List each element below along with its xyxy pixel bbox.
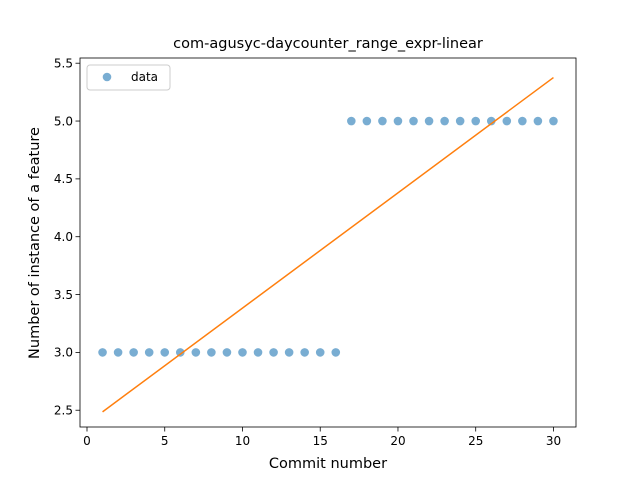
data-point bbox=[455, 116, 465, 126]
x-tick-label: 0 bbox=[83, 434, 91, 448]
x-axis-label: Commit number bbox=[269, 456, 387, 472]
x-tick-label: 25 bbox=[468, 434, 483, 448]
data-point bbox=[378, 116, 387, 126]
data-point bbox=[362, 116, 372, 126]
plot-area bbox=[80, 58, 576, 427]
data-point bbox=[331, 348, 341, 357]
data-point bbox=[533, 116, 543, 126]
data-point bbox=[144, 348, 154, 357]
x-tick-label: 20 bbox=[390, 434, 405, 448]
axes-frame bbox=[79, 57, 577, 428]
data-point bbox=[284, 348, 294, 357]
data-layer bbox=[98, 76, 558, 413]
data-point bbox=[238, 348, 247, 357]
data-point bbox=[393, 116, 403, 126]
data-point bbox=[347, 116, 356, 126]
data-point bbox=[440, 116, 449, 126]
x-tick-label: 5 bbox=[161, 434, 169, 448]
y-tick-label: 5.5 bbox=[54, 57, 73, 71]
data-point bbox=[207, 348, 216, 357]
x-tick-label: 15 bbox=[313, 434, 328, 448]
data-point bbox=[502, 116, 512, 126]
plot-background bbox=[80, 58, 576, 427]
data-point bbox=[191, 348, 201, 357]
chart-title: com-agusyc-daycounter_range_expr-linear bbox=[173, 36, 483, 52]
y-axis-label: Number of instance of a feature bbox=[27, 127, 43, 359]
y-tick-label: 5.0 bbox=[54, 114, 73, 128]
x-tick-label: 30 bbox=[546, 434, 561, 448]
y-tick-label: 2.5 bbox=[54, 404, 73, 418]
data-point bbox=[424, 116, 434, 126]
data-point bbox=[315, 348, 325, 357]
data-point bbox=[549, 116, 558, 126]
axes-layer: 0 5 10 15 20 25 30 2.5 3.0 3.5 4.0 4.5 5.0 5.5 bbox=[54, 57, 577, 448]
legend-box bbox=[86, 64, 171, 91]
data-point bbox=[269, 348, 278, 357]
legend-marker bbox=[102, 72, 112, 82]
fit-line bbox=[102, 76, 554, 413]
data-point bbox=[486, 116, 496, 126]
data-point bbox=[471, 116, 481, 126]
y-tick-label: 3.0 bbox=[54, 346, 73, 360]
data-point bbox=[253, 348, 263, 357]
legend: data bbox=[86, 64, 171, 91]
data-point bbox=[222, 348, 232, 357]
data-point bbox=[113, 348, 123, 357]
data-point bbox=[300, 348, 309, 357]
data-point bbox=[175, 348, 185, 357]
x-tick-label: 10 bbox=[235, 434, 250, 448]
data-point bbox=[409, 116, 418, 126]
y-tick-label: 4.5 bbox=[54, 172, 73, 186]
data-point bbox=[98, 348, 107, 357]
y-tick-label: 3.5 bbox=[54, 288, 73, 302]
data-point bbox=[160, 348, 170, 357]
y-tick-label: 4.0 bbox=[54, 230, 73, 244]
legend-label: data bbox=[131, 70, 158, 84]
data-point bbox=[518, 116, 527, 126]
data-point bbox=[129, 348, 138, 357]
